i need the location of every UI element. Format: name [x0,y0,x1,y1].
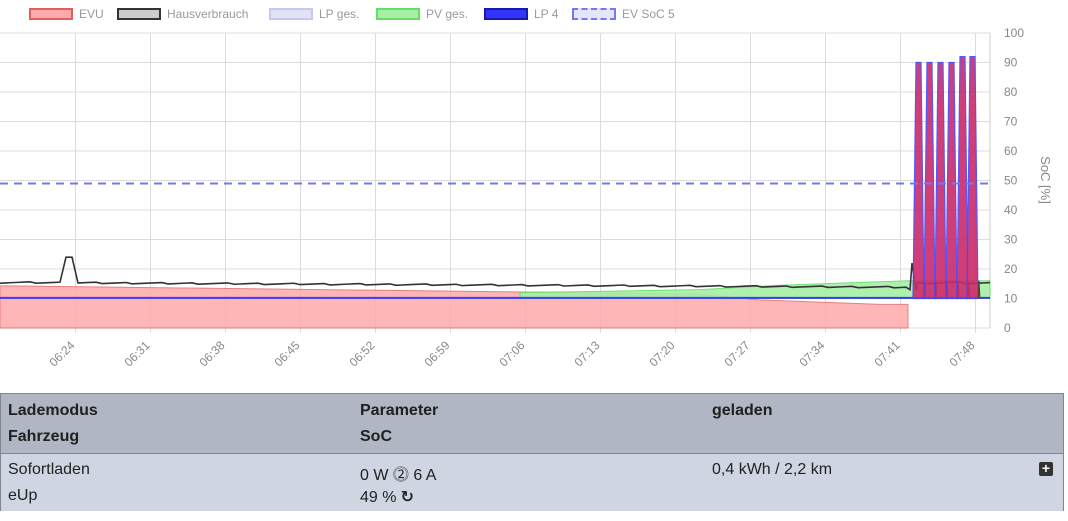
series-lp-spike [923,61,936,300]
y-tick-label: 60 [1004,144,1018,158]
soc-percent: 49 % [360,489,397,506]
x-tick-label: 07:48 [946,338,977,369]
x-tick-label: 07:20 [646,338,677,369]
y-tick-label: 0 [1004,321,1011,335]
legend-swatch [117,8,161,20]
series-spike-tail [977,280,981,299]
legend-label: Hausverbrauch [167,7,249,21]
legend-label: EV SoC 5 [622,7,675,21]
x-tick-label: 07:27 [721,338,752,369]
x-tick-label: 07:41 [871,338,902,369]
x-tick-label: 07:34 [796,338,827,369]
y-tick-label: 90 [1004,56,1018,70]
geladen-value: 0,4 kWh / 2,2 km [712,461,833,478]
x-tick-label: 06:24 [46,338,77,369]
series-lp-spike [966,56,979,300]
legend-swatch [269,8,313,20]
series-hausverbrauch [0,256,991,292]
series-lp-spike [945,61,958,300]
x-tick-label: 06:38 [196,338,227,369]
legend-swatch [572,8,616,20]
header-soc: SoC [360,428,392,445]
legend-label: LP ges. [319,7,360,21]
legend-label: LP 4 [534,7,559,21]
x-tick-label: 06:31 [121,338,152,369]
series-lp-spike [934,61,947,300]
y-tick-label: 30 [1004,233,1018,247]
legend-label: PV ges. [426,7,469,21]
x-tick-label: 06:59 [421,338,452,369]
x-tick-label: 06:52 [346,338,377,369]
table-header: Lademodus Parameter geladen Fahrzeug SoC [1,394,1063,453]
soc-value: 49 % ↻ [360,487,414,507]
y-tick-label: 20 [1004,262,1018,276]
header-lademodus: Lademodus [8,402,98,419]
legend-swatch [29,8,73,20]
legend-swatch [376,8,420,20]
parameter-value: 0 W ⓶ 6 A [360,467,437,484]
header-fahrzeug: Fahrzeug [8,428,80,445]
x-tick-label: 07:06 [496,338,527,369]
fahrzeug-value: eUp [8,487,38,504]
y-axis-label: SoC [%] [1038,156,1053,204]
header-parameter: Parameter [360,402,439,419]
series-lp-spike [956,56,969,300]
y-tick-label: 50 [1004,174,1018,188]
refresh-icon[interactable]: ↻ [400,489,414,506]
legend-label: EVU [79,7,104,21]
y-tick-label: 40 [1004,203,1018,217]
table-row[interactable]: Sofortladen 0 W ⓶ 6 A 0,4 kWh / 2,2 km +… [1,453,1063,511]
y-tick-label: 70 [1004,115,1018,129]
header-geladen: geladen [712,402,773,419]
lademodus-value[interactable]: Sofortladen [8,461,90,478]
expand-plus-icon[interactable]: + [1039,461,1053,476]
series-lp-spike [912,61,925,300]
charge-point-table: Lademodus Parameter geladen Fahrzeug SoC… [0,393,1064,511]
y-tick-label: 100 [1004,26,1024,40]
power-chart: 0 10 20 30 40 50 60 70 80 90 100 06:17 06:24 06:31 06:… [0,26,1053,369]
legend-swatch [484,8,528,20]
x-tick-label: 06:45 [271,338,302,369]
x-tick-label: 07:13 [571,338,602,369]
y-tick-label: 80 [1004,85,1018,99]
x-tick-label: 06:17 [0,338,2,369]
y-tick-label: 10 [1004,292,1018,306]
